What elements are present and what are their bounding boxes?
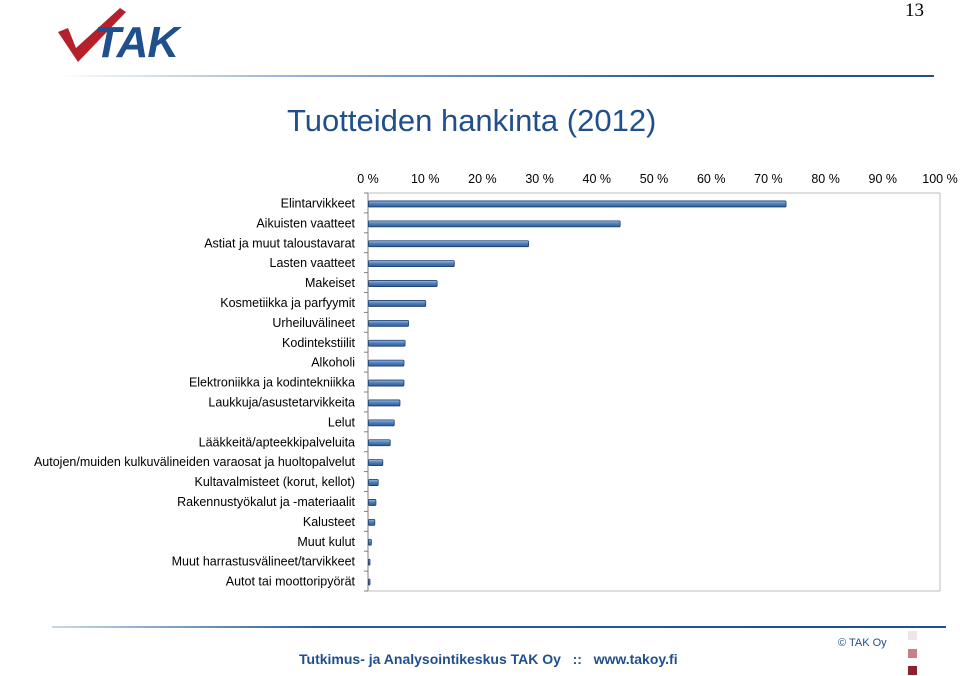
- x-tick-label: 100 %: [922, 172, 957, 186]
- category-label: Aikuisten vaatteet: [256, 216, 355, 230]
- x-tick-label: 20 %: [468, 172, 497, 186]
- x-tick-label: 90 %: [869, 172, 898, 186]
- x-tick-label: 10 %: [411, 172, 440, 186]
- category-label: Kodintekstiilit: [282, 336, 355, 350]
- bar: [368, 300, 427, 307]
- bar: [368, 479, 379, 486]
- bar: [368, 260, 455, 268]
- decor-square-light: [908, 631, 917, 640]
- bar: [368, 538, 372, 546]
- page-number: 13: [905, 0, 924, 21]
- category-label: Alkoholi: [311, 356, 355, 370]
- decor-square-dark: [908, 666, 917, 675]
- copyright-text: © TAK Oy: [838, 637, 887, 649]
- category-label: Elintarvikkeet: [281, 196, 356, 210]
- tak-logo: TAK: [58, 8, 183, 67]
- bars: [368, 200, 787, 586]
- category-label: Muut kulut: [297, 535, 355, 549]
- bar: [368, 319, 409, 327]
- category-label: Rakennustyökalut ja -materiaalit: [177, 495, 355, 509]
- category-label: Autojen/muiden kulkuvälineiden varaosat …: [34, 455, 356, 469]
- category-label: Elektroniikka ja kodintekniikka: [189, 376, 355, 390]
- bar: [368, 379, 405, 387]
- x-tick-label: 60 %: [697, 172, 726, 186]
- category-label: Astiat ja muut taloustavarat: [204, 236, 355, 250]
- category-label: Laukkuja/asustetarvikkeita: [208, 395, 355, 409]
- bar: [368, 499, 377, 506]
- chart-title: Tuotteiden hankinta (2012): [287, 103, 657, 138]
- category-label: Kalusteet: [303, 515, 356, 529]
- category-label: Autot tai moottoripyörät: [226, 575, 356, 589]
- x-tick-label: 50 %: [640, 172, 669, 186]
- bar: [368, 419, 395, 427]
- bar: [368, 220, 621, 228]
- x-axis-ticks: 0 % 10 % 20 % 30 % 40 % 50 % 60 % 70 % 80 % 90 % 1…: [357, 172, 958, 186]
- category-label: Lääkkeitä/apteekkipalveluita: [199, 435, 355, 449]
- bar: [368, 399, 401, 407]
- bar: [368, 200, 787, 208]
- bar: [368, 578, 371, 586]
- x-tick-label: 80 %: [811, 172, 840, 186]
- bar: [368, 339, 406, 347]
- x-tick-label: 30 %: [525, 172, 554, 186]
- category-label: Urheiluvälineet: [272, 316, 355, 330]
- bar: [368, 518, 376, 526]
- check-mark-icon: [58, 8, 126, 62]
- bar: [368, 359, 405, 367]
- category-label: Muut harrastusvälineet/tarvikkeet: [172, 555, 356, 569]
- bar: [368, 459, 384, 467]
- footer-divider: [52, 626, 946, 628]
- bar: [368, 439, 391, 447]
- category-label: Lelut: [328, 415, 356, 429]
- category-label: Lasten vaatteet: [270, 256, 356, 270]
- logo-text: TAK: [94, 18, 182, 67]
- bar: [368, 558, 371, 566]
- x-tick-label: 40 %: [583, 172, 612, 186]
- category-labels: Elintarvikkeet Aikuisten vaatteet Astiat j…: [34, 196, 356, 588]
- category-label: Kosmetiikka ja parfyymit: [220, 296, 355, 310]
- footer-text: Tutkimus- ja Analysointikeskus TAK Oy ::…: [299, 651, 678, 667]
- decor-square-mid: [908, 649, 917, 658]
- x-tick-label: 0 %: [357, 172, 379, 186]
- chart-axes: [364, 192, 941, 592]
- header-divider: [56, 75, 934, 77]
- category-label: Makeiset: [305, 276, 356, 290]
- category-label: Kultavalmisteet (korut, kellot): [195, 475, 355, 489]
- bar: [368, 280, 438, 287]
- x-tick-label: 70 %: [754, 172, 783, 186]
- bar: [368, 240, 530, 248]
